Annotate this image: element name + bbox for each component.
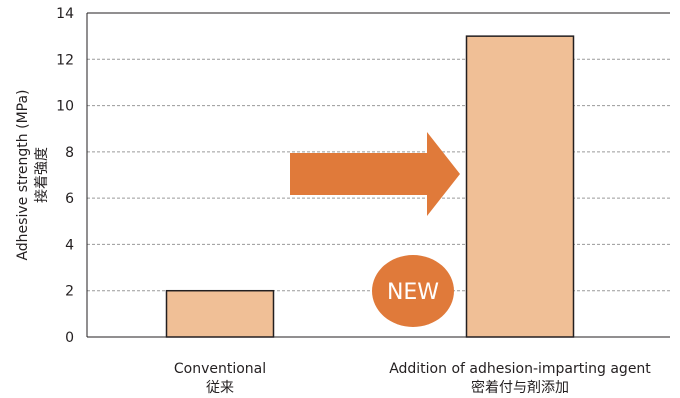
annotations: NEW (290, 132, 460, 327)
y-tick-label: 6 (65, 191, 74, 207)
new-badge (372, 255, 454, 327)
arrow-right-icon (290, 132, 460, 216)
y-tick-label: 14 (56, 6, 74, 22)
category-label-secondary: 従来 (206, 380, 234, 396)
gridlines (87, 12, 670, 292)
category-label: Addition of adhesion-imparting agent (389, 361, 651, 377)
new-badge-label: NEW (387, 280, 439, 305)
y-tick-labels: 0 2 4 6 8 10 12 14 (56, 6, 74, 346)
y-axis-label: Adhesive strength (MPa) (15, 89, 31, 260)
y-tick-label: 8 (65, 145, 74, 161)
bar (165, 289, 275, 338)
bars (165, 35, 575, 338)
y-tick-label: 0 (65, 330, 74, 346)
y-tick-label: 12 (56, 52, 74, 68)
category-label-secondary: 密着付与剤添加 (471, 379, 569, 396)
y-tick-label: 2 (65, 284, 74, 300)
bar (465, 35, 575, 338)
y-tick-label: 10 (56, 99, 74, 115)
y-axis-label-secondary: 接着強度 (33, 147, 50, 203)
y-tick-label: 4 (65, 237, 74, 253)
category-labels: Conventional 従来 Addition of adhesion-impar… (174, 361, 651, 396)
category-label: Conventional (174, 361, 266, 377)
